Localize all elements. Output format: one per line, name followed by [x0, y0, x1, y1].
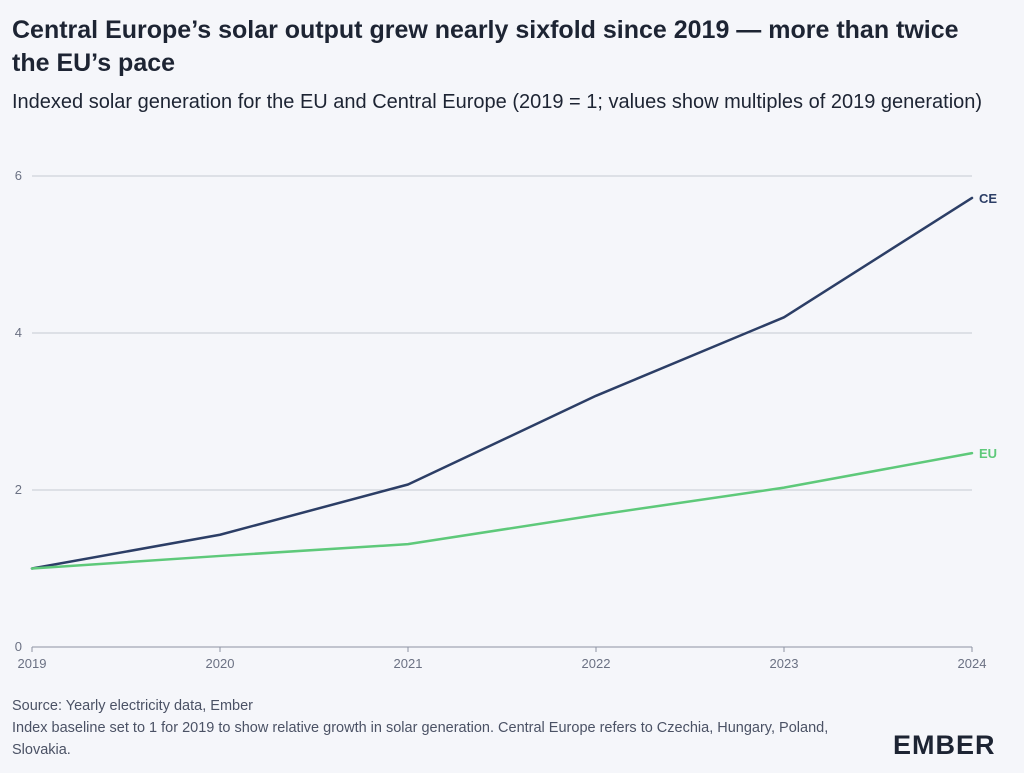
y-tick-label: 6: [15, 168, 22, 183]
series-lines: CE EU: [30, 191, 997, 570]
x-tick-label: 2021: [394, 656, 423, 671]
series-line-ce: [30, 196, 974, 570]
x-tick-label: 2024: [958, 656, 987, 671]
y-tick-label: 4: [15, 325, 22, 340]
x-tick-label: 2019: [18, 656, 47, 671]
series-line-eu: [30, 451, 974, 570]
chart-subtitle: Indexed solar generation for the EU and …: [12, 91, 983, 113]
series-label-eu: EU: [979, 446, 997, 461]
source-note: Source: Yearly electricity data, Ember: [12, 698, 253, 714]
axes: 0 2 4 6 2019 2020 2021 2022 2023 2024: [15, 168, 987, 671]
x-tick-label: 2022: [582, 656, 611, 671]
footer: Source: Yearly electricity data, Ember I…: [12, 695, 862, 761]
x-tick-label: 2020: [206, 656, 235, 671]
ember-logo: EMBER: [893, 730, 996, 760]
y-tick-label: 0: [15, 639, 22, 654]
gridlines: [32, 175, 972, 648]
x-tick-label: 2023: [770, 656, 799, 671]
chart-title: Central Europe’s solar output grew nearl…: [12, 16, 959, 77]
y-tick-label: 2: [15, 482, 22, 497]
methodology-note: Index baseline set to 1 for 2019 to show…: [12, 720, 829, 758]
series-label-ce: CE: [979, 191, 997, 206]
